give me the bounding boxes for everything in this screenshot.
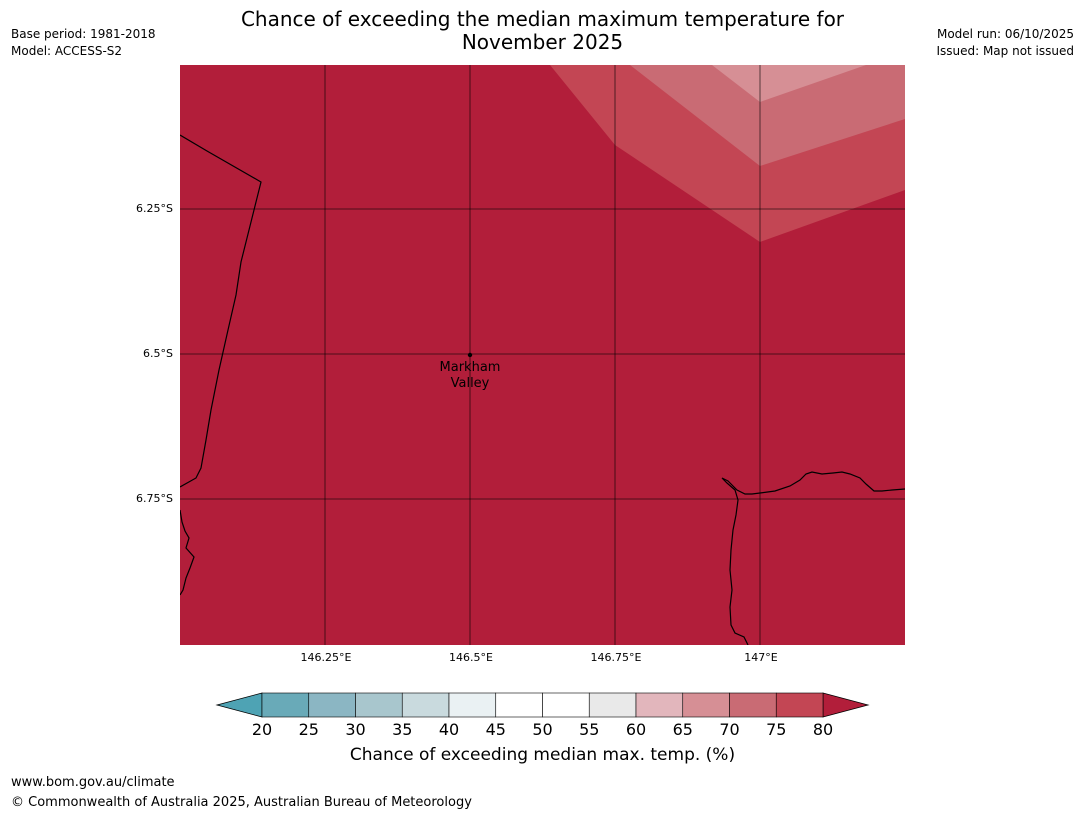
colorbar-tick-label: 50 <box>532 720 553 739</box>
colorbar <box>215 692 870 718</box>
issued-text: Issued: Map not issued <box>936 44 1074 58</box>
lon-label-146-25e: 146.25°E <box>300 651 352 664</box>
lon-label-146-75e: 146.75°E <box>590 651 642 664</box>
colorbar-tick-label: 20 <box>251 720 273 739</box>
colorbar-segment <box>308 692 356 718</box>
colorbar-tick-label: 45 <box>485 720 506 739</box>
colorbar-tick-label: 30 <box>345 720 366 739</box>
colorbar-segment <box>401 692 450 718</box>
colorbar-tick-label: 70 <box>719 720 740 739</box>
meta-right: Model run: 06/10/2025 Issued: Map not is… <box>936 26 1074 60</box>
colorbar-segment <box>635 692 684 718</box>
colorbar-segment <box>495 692 543 718</box>
colorbar-tick-label: 65 <box>672 720 693 739</box>
lon-label-146-5e: 146.5°E <box>449 651 493 664</box>
colorbar-segment <box>682 692 730 718</box>
markham-valley-marker <box>467 352 473 358</box>
colorbar-segment <box>729 692 777 718</box>
colorbar-segment <box>542 692 590 718</box>
colorbar-tick-label: 35 <box>392 720 413 739</box>
footer-url: www.bom.gov.au/climate <box>11 775 175 790</box>
place-label-markham-valley: Markham Valley <box>410 360 530 392</box>
colorbar-segment <box>775 692 824 718</box>
region-70-75 <box>630 65 905 166</box>
graticule <box>180 65 905 645</box>
footer-copyright: © Commonwealth of Australia 2025, Austra… <box>11 795 472 810</box>
model-run-text: Model run: 06/10/2025 <box>936 27 1074 41</box>
border-line-west <box>180 134 262 488</box>
colorbar-tick-label: 55 <box>579 720 600 739</box>
model-text: Model: ACCESS-S2 <box>11 44 123 58</box>
meta-left: Base period: 1981-2018 Model: ACCESS-S2 <box>11 26 156 60</box>
colorbar-title: Chance of exceeding median max. temp. (%… <box>349 745 736 765</box>
lat-label-6-5s: 6.5°S <box>143 347 173 360</box>
base-period-text: Base period: 1981-2018 <box>11 27 156 41</box>
colorbar-tick-label: 80 <box>812 720 834 739</box>
colorbar-segment <box>261 692 310 718</box>
lat-label-6-25s: 6.25°S <box>136 202 173 215</box>
region-65-70 <box>712 65 866 102</box>
coastlines <box>180 134 905 645</box>
colorbar-segment <box>355 692 403 718</box>
lon-label-147e: 147°E <box>744 651 778 664</box>
place-label-line2: Valley <box>450 376 490 391</box>
place-label-line1: Markham <box>439 360 501 375</box>
colorbar-segment <box>588 692 637 718</box>
colorbar-tick-label: 25 <box>298 720 319 739</box>
coast-east <box>721 471 905 645</box>
map-area <box>180 65 905 645</box>
colorbar-tick-label: 40 <box>438 720 460 739</box>
colorbar-tick-label: 60 <box>625 720 647 739</box>
colorbar-over-arrow <box>822 692 870 718</box>
coast-west-lower <box>180 509 195 596</box>
map-title-line1: Chance of exceeding the median maximum t… <box>240 7 845 31</box>
colorbar-tick-label: 75 <box>766 720 787 739</box>
lat-label-6-75s: 6.75°S <box>136 492 173 505</box>
colorbar-segment <box>448 692 497 718</box>
colorbar-under-arrow <box>215 692 263 718</box>
map-title-line2: November 2025 <box>461 30 624 54</box>
